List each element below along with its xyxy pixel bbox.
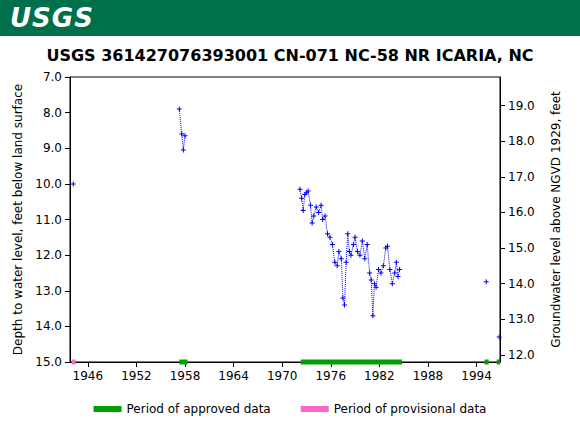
svg-text:10.0: 10.0: [35, 177, 62, 191]
svg-text:1952: 1952: [121, 369, 152, 383]
svg-text:12.0: 12.0: [35, 248, 62, 262]
svg-text:Period of provisional data: Period of provisional data: [334, 402, 487, 416]
svg-text:15.0: 15.0: [35, 355, 62, 369]
svg-text:16.0: 16.0: [508, 205, 535, 219]
svg-text:1994: 1994: [461, 369, 492, 383]
svg-text:1964: 1964: [218, 369, 249, 383]
svg-text:Period of approved data: Period of approved data: [127, 402, 271, 416]
svg-text:1970: 1970: [267, 369, 298, 383]
svg-text:Groundwater level above NGVD 1: Groundwater level above NGVD 1929, feet: [549, 91, 563, 348]
svg-text:1988: 1988: [413, 369, 444, 383]
svg-text:9.0: 9.0: [43, 141, 62, 155]
svg-text:13.0: 13.0: [508, 312, 535, 326]
svg-text:18.0: 18.0: [508, 134, 535, 148]
svg-text:1958: 1958: [170, 369, 201, 383]
svg-text:17.0: 17.0: [508, 170, 535, 184]
svg-text:15.0: 15.0: [508, 241, 535, 255]
svg-text:8.0: 8.0: [43, 106, 62, 120]
svg-text:7.0: 7.0: [43, 70, 62, 84]
svg-text:Depth to water level, feet bel: Depth to water level, feet below land su…: [11, 84, 25, 355]
svg-text:1976: 1976: [315, 369, 346, 383]
svg-text:1946: 1946: [73, 369, 104, 383]
svg-text:14.0: 14.0: [508, 277, 535, 291]
svg-text:11.0: 11.0: [35, 213, 62, 227]
svg-text:USGS 361427076393001 CN-071 NC: USGS 361427076393001 CN-071 NC-58 NR ICA…: [46, 46, 533, 65]
html-text:USGS: USGS: [10, 3, 94, 33]
svg-text:19.0: 19.0: [508, 99, 535, 113]
svg-text:12.0: 12.0: [508, 348, 535, 362]
svg-text:14.0: 14.0: [35, 319, 62, 333]
svg-text:1982: 1982: [364, 369, 395, 383]
svg-text:13.0: 13.0: [35, 284, 62, 298]
